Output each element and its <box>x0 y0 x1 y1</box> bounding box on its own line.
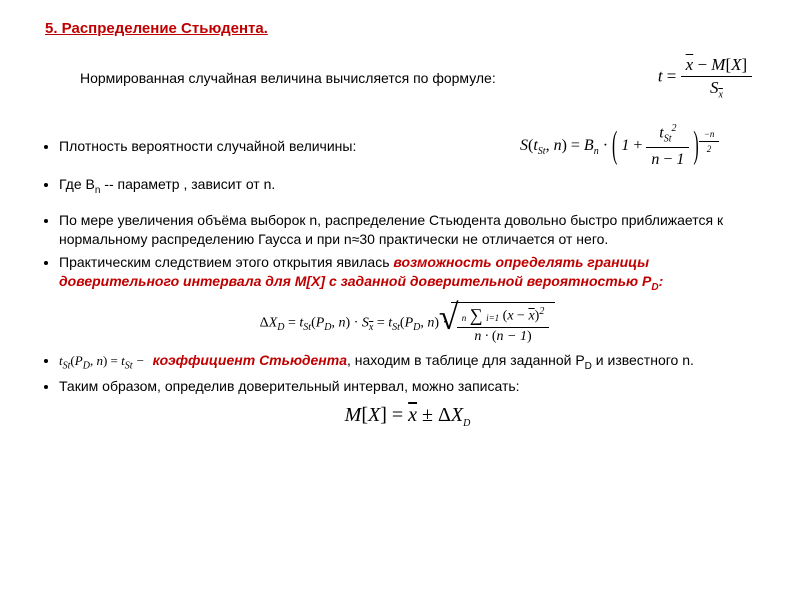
formula-tst-def: tSt(PD, n) = tSt − <box>59 352 145 373</box>
formula-final: M[X] = x ± ΔXD <box>45 404 770 429</box>
intro-text: Нормированная случайная величина вычисля… <box>45 70 640 86</box>
bullet-convergence: По мере увеличения объёма выборок n, рас… <box>59 211 770 249</box>
formula-delta-x: ΔXD = tSt(PD, n) · Sx = tSt(PD, n) · √ n… <box>45 302 770 344</box>
formula-t: t = x − M[X] Sx <box>640 55 770 100</box>
bullet-practical: Практическим следствием этого открытия я… <box>59 253 770 294</box>
section-title: 5. Распределение Стьюдента. <box>45 20 770 37</box>
bullet-conclusion: Таким образом, определив доверительный и… <box>59 377 770 396</box>
bullet-coefficient: tSt(PD, n) = tSt − коэффициент Стьюдента… <box>59 351 770 373</box>
formula-density: S(tSt, n) = Bn · ( 1 + tSt2 n − 1 )−n2 <box>520 122 770 171</box>
bullet-bn: Где Bn -- параметр , зависит от n. <box>59 175 770 197</box>
bullet-density: Плотность вероятности случайной величины… <box>59 122 770 171</box>
